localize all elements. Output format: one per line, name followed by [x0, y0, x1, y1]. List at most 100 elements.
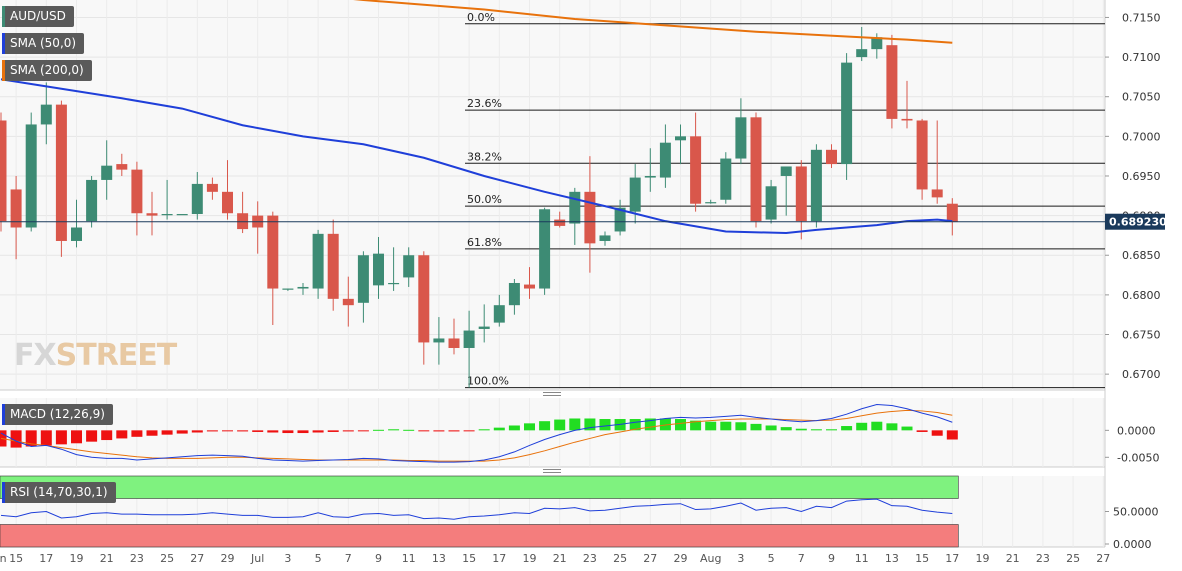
symbol-label: AUD/USD — [10, 9, 66, 23]
macd-bar-positive — [388, 429, 400, 431]
macd-bar-positive — [720, 421, 732, 431]
macd-bar-negative — [131, 430, 143, 437]
candle-bullish — [810, 149, 822, 222]
candle-bullish — [856, 49, 868, 58]
fib-label: 38.2% — [467, 150, 502, 163]
candle-bearish — [901, 118, 913, 121]
candle-bullish — [614, 207, 626, 232]
candle-bearish — [690, 136, 702, 204]
candle-bearish — [206, 183, 218, 192]
candle-bullish — [508, 282, 520, 306]
price-tick-label: 0.7150 — [1122, 11, 1161, 24]
time-tick-label: 19 — [976, 552, 990, 565]
candle-bearish — [584, 191, 596, 244]
macd-bar-negative — [55, 430, 67, 445]
candle-bearish — [418, 255, 430, 343]
candle-bearish — [795, 166, 807, 222]
candle-bullish — [191, 183, 203, 215]
candle-bullish — [871, 37, 883, 50]
current-price-tag — [1105, 213, 1165, 230]
candle-bullish — [86, 179, 98, 222]
candle-bearish — [931, 189, 943, 198]
candle-bearish — [342, 298, 354, 306]
macd-bar-negative — [176, 430, 188, 434]
macd-bar-negative — [161, 430, 173, 435]
time-tick-label: 3 — [284, 552, 291, 565]
candle-bullish — [312, 233, 324, 289]
rsi-oversold-zone — [0, 524, 959, 548]
time-tick-label: 11 — [402, 552, 416, 565]
candle-bullish — [599, 235, 611, 241]
rsi-line — [0, 498, 953, 520]
time-tick-label: 23 — [1036, 552, 1050, 565]
macd-bar-negative — [282, 430, 294, 434]
candle-bullish — [297, 286, 309, 289]
candle-bullish — [629, 177, 641, 212]
candle-bearish — [448, 338, 460, 348]
candle-bearish — [916, 120, 928, 190]
time-tick-label: 17 — [492, 552, 506, 565]
time-tick-label: 15 — [915, 552, 929, 565]
candle-bullish — [176, 214, 188, 216]
time-tick-label: 17 — [39, 552, 53, 565]
price-tick-label: 0.6950 — [1122, 170, 1161, 183]
sma50-tag[interactable]: SMA (50,0) — [2, 33, 85, 54]
time-tick-label: 19 — [70, 552, 84, 565]
time-tick-label: Aug — [700, 552, 721, 565]
macd-bar-positive — [780, 427, 792, 431]
time-tick-label: 25 — [613, 552, 627, 565]
symbol-tag[interactable]: AUD/USD — [2, 6, 74, 27]
time-tick-label: 23 — [130, 552, 144, 565]
candle-bullish — [373, 253, 384, 286]
fib-label: 61.8% — [467, 236, 502, 249]
macd-bar-negative — [222, 430, 233, 432]
time-tick-label: Jun — [0, 552, 7, 565]
macd-bar-positive — [856, 422, 868, 431]
rsi-tick-label: 50.0000 — [1113, 506, 1159, 519]
price-tick-label: 0.7050 — [1122, 91, 1161, 104]
time-tick-label: 27 — [190, 552, 204, 565]
macd-tag[interactable]: MACD (12,26,9) — [2, 404, 113, 425]
time-tick-label: 13 — [885, 552, 899, 565]
macd-label: MACD (12,26,9) — [10, 407, 105, 421]
macd-bar-negative — [327, 430, 339, 432]
candle-bullish — [569, 191, 581, 224]
rsi-overbought-zone — [0, 475, 959, 499]
macd-bar-positive — [478, 429, 490, 431]
time-tick-label: 9 — [375, 552, 382, 565]
macd-bar-positive — [871, 421, 883, 431]
candle-bullish — [675, 136, 686, 141]
sma200-tag[interactable]: SMA (200,0) — [2, 60, 92, 81]
macd-bar-negative — [116, 430, 128, 439]
macd-bar-positive — [508, 425, 520, 431]
macd-bar-positive — [690, 420, 702, 431]
time-tick-label: 9 — [828, 552, 835, 565]
candle-bearish — [222, 191, 233, 214]
macd-bar-negative — [237, 430, 249, 432]
macd-bar-negative — [252, 430, 264, 432]
candle-bullish — [388, 282, 400, 285]
rsi-tag[interactable]: RSI (14,70,30,1) — [2, 482, 116, 503]
candle-bullish — [493, 305, 505, 323]
candle-bullish — [40, 104, 52, 125]
time-tick-label: 5 — [315, 552, 322, 565]
macd-bar-negative — [312, 430, 324, 433]
macd-bar-negative — [433, 430, 445, 432]
price-pane — [0, 0, 1105, 390]
time-tick-label: 27 — [643, 552, 657, 565]
candle-bullish — [161, 214, 173, 216]
price-tick-label: 0.7000 — [1122, 130, 1161, 143]
macd-bar-positive — [735, 422, 747, 431]
macd-tick-label: 0.0000 — [1117, 424, 1156, 437]
macd-bar-positive — [675, 419, 686, 431]
macd-bar-negative — [931, 430, 943, 436]
fib-label: 100.0% — [467, 375, 509, 388]
candle-bullish — [841, 62, 853, 165]
candle-bearish — [116, 164, 128, 170]
candle-bullish — [705, 202, 717, 204]
macd-bar-negative — [101, 430, 113, 441]
time-tick-label: 21 — [100, 552, 114, 565]
macd-bar-negative — [463, 430, 475, 432]
sma200-line — [353, 0, 953, 44]
